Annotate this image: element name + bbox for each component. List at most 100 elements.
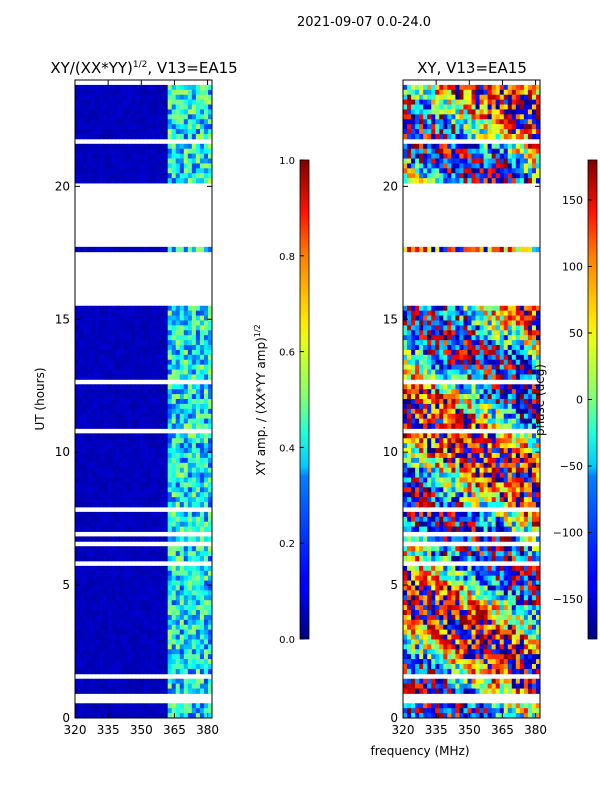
amp-heatmap-cell	[131, 703, 136, 709]
amp-heatmap-cell	[139, 89, 144, 96]
amp-heatmap-cell	[87, 659, 92, 665]
phase-heatmap-cell	[443, 408, 448, 415]
amp-heatmap-cell	[115, 399, 120, 405]
amp-heatmap-cell	[151, 84, 156, 91]
amp-heatmap-cell	[115, 497, 120, 503]
amp-heatmap-cell	[75, 359, 80, 366]
phase-heatmap-cell	[527, 399, 533, 405]
phase-heatmap-cell	[523, 399, 529, 405]
phase-heatmap-cell	[519, 330, 525, 336]
amp-heatmap-cell	[99, 565, 104, 572]
phase-heatmap-cell	[495, 104, 501, 110]
amp-heatmap-cell	[127, 310, 132, 316]
amp-heatmap-cell	[155, 516, 161, 523]
amp-heatmap-cell	[143, 624, 148, 631]
amp-heatmap-cell	[179, 703, 185, 709]
phase-heatmap-cell	[523, 364, 529, 370]
amp-heatmap-cell	[95, 335, 100, 341]
phase-heatmap-cell	[479, 129, 484, 135]
amp-heatmap-cell	[143, 413, 148, 420]
amp-heatmap-cell	[107, 408, 112, 415]
amp-heatmap-cell	[183, 678, 189, 685]
phase-heatmap-cell	[527, 124, 533, 130]
phase-heatmap-cell	[447, 374, 452, 380]
amp-heatmap-cell	[135, 497, 140, 503]
phase-heatmap-cell	[459, 153, 464, 159]
amp-heatmap-cell	[127, 619, 132, 626]
phase-heatmap-cell	[439, 443, 444, 449]
phase-heatmap-cell	[455, 109, 460, 115]
phase-heatmap-cell	[535, 246, 541, 253]
amp-heatmap-cell	[87, 315, 92, 321]
amp-heatmap-cell	[203, 443, 209, 449]
phase-heatmap-cell	[511, 310, 517, 316]
phase-heatmap-cell	[531, 168, 537, 174]
phase-heatmap-cell	[411, 133, 416, 140]
phase-heatmap-cell	[403, 246, 408, 253]
amp-heatmap-cell	[207, 600, 213, 606]
amp-heatmap-cell	[103, 178, 108, 184]
amp-heatmap-cell	[171, 649, 177, 655]
amp-heatmap-cell	[167, 565, 173, 572]
phase-heatmap-cell	[407, 99, 412, 105]
amp-heatmap-cell	[79, 394, 84, 400]
amp-heatmap-cell	[179, 340, 185, 346]
amp-heatmap-cell	[135, 389, 140, 395]
phase-heatmap-cell	[447, 335, 452, 341]
amp-heatmap-cell	[83, 536, 88, 542]
amp-heatmap-cell	[115, 472, 120, 478]
amp-heatmap-cell	[135, 423, 140, 429]
amp-heatmap-cell	[195, 448, 201, 454]
amp-heatmap-cell	[99, 526, 104, 532]
amp-heatmap-cell	[175, 94, 181, 101]
phase-heatmap-cell	[455, 246, 460, 253]
amp-heatmap-cell	[75, 492, 80, 498]
amp-heatmap-cell	[155, 580, 161, 586]
amp-heatmap-cell	[123, 394, 128, 400]
amp-heatmap-cell	[147, 143, 152, 150]
amp-heatmap-cell	[127, 565, 132, 572]
amp-heatmap-cell	[79, 708, 84, 714]
amp-heatmap-cell	[175, 565, 181, 572]
amp-heatmap-cell	[179, 99, 185, 105]
amp-heatmap-cell	[99, 418, 104, 424]
amp-heatmap-cell	[99, 639, 104, 645]
amp-heatmap-cell	[119, 384, 124, 390]
phase-heatmap-cell	[503, 246, 509, 253]
amp-heatmap-cell	[155, 354, 161, 361]
amp-heatmap-cell	[175, 305, 181, 312]
amp-heatmap-cell	[203, 492, 209, 498]
amp-heatmap-cell	[107, 610, 112, 616]
phase-heatmap-cell	[411, 438, 416, 444]
amp-heatmap-cell	[203, 114, 209, 120]
amp-heatmap-cell	[91, 335, 96, 341]
amp-heatmap-cell	[111, 448, 116, 454]
amp-heatmap-cell	[127, 457, 132, 464]
amp-heatmap-cell	[115, 443, 120, 449]
amp-heatmap-cell	[179, 345, 185, 351]
amp-heatmap-cell	[159, 374, 165, 380]
amp-heatmap-cell	[175, 374, 181, 380]
amp-heatmap-cell	[127, 315, 132, 321]
amp-heatmap-cell	[135, 94, 140, 101]
amp-heatmap-cell	[111, 394, 116, 400]
phase-heatmap-cell	[463, 315, 468, 321]
amp-heatmap-cell	[99, 399, 104, 405]
amp-heatmap-cell	[91, 605, 96, 611]
amp-heatmap-cell	[135, 109, 140, 115]
phase-heatmap-cell	[463, 310, 468, 316]
amp-heatmap-cell	[139, 114, 144, 120]
amp-heatmap-cell	[175, 114, 181, 120]
amp-heatmap-cell	[171, 551, 177, 557]
amp-heatmap-cell	[155, 644, 161, 650]
amp-heatmap-cell	[203, 580, 209, 586]
amp-heatmap-cell	[107, 124, 112, 130]
amp-heatmap-cell	[167, 472, 173, 478]
amp-heatmap-cell	[179, 335, 185, 341]
amp-heatmap-cell	[75, 305, 80, 312]
amp-heatmap-cell	[79, 600, 84, 606]
phase-heatmap-cell	[447, 364, 452, 370]
amp-heatmap-cell	[179, 325, 185, 331]
phase-heatmap-cell	[403, 94, 408, 101]
amp-heatmap-cell	[159, 246, 165, 253]
